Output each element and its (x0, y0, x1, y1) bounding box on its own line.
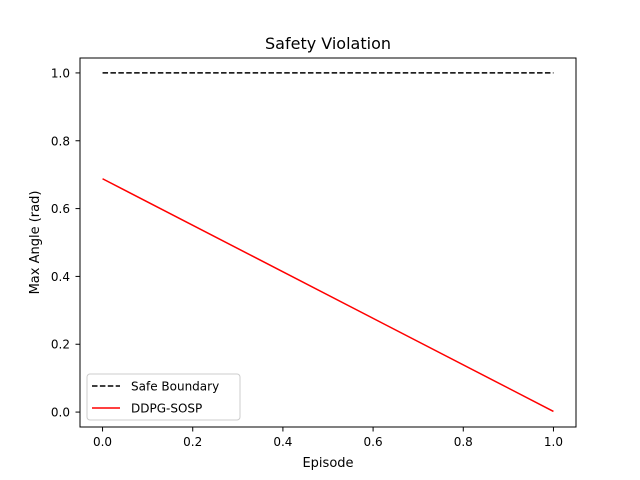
x-tick-label: 0.0 (93, 435, 112, 449)
y-tick-label: 1.0 (51, 66, 70, 80)
x-ticks: 0.0 0.2 0.4 0.6 0.8 1.0 (93, 427, 563, 449)
x-axis-label: Episode (302, 456, 353, 471)
y-tick-label: 0.0 (51, 406, 70, 420)
y-tick-label: 0.8 (51, 134, 70, 148)
x-tick-label: 0.6 (364, 435, 383, 449)
series-layer (102, 72, 554, 413)
legend-label-0: Safe Boundary (131, 380, 219, 394)
x-tick-label: 0.4 (273, 435, 292, 449)
x-tick-label: 0.8 (454, 435, 473, 449)
legend: Safe Boundary DDPG-SOSP (86, 373, 241, 421)
legend-box (86, 373, 241, 421)
chart-title: Safety Violation (265, 34, 391, 53)
plot-frame (79, 57, 577, 428)
y-ticks: 0.0 0.2 0.4 0.6 0.8 1.0 (51, 66, 80, 420)
x-tick-label: 1.0 (544, 435, 563, 449)
legend-label-1: DDPG-SOSP (131, 402, 202, 416)
y-tick-label: 0.6 (51, 202, 70, 216)
y-axis-label: Max Angle (rad) (28, 191, 43, 295)
series-line-1 (102, 178, 554, 413)
y-tick-label: 0.2 (51, 338, 70, 352)
y-tick-label: 0.4 (51, 270, 70, 284)
x-tick-label: 0.2 (183, 435, 202, 449)
